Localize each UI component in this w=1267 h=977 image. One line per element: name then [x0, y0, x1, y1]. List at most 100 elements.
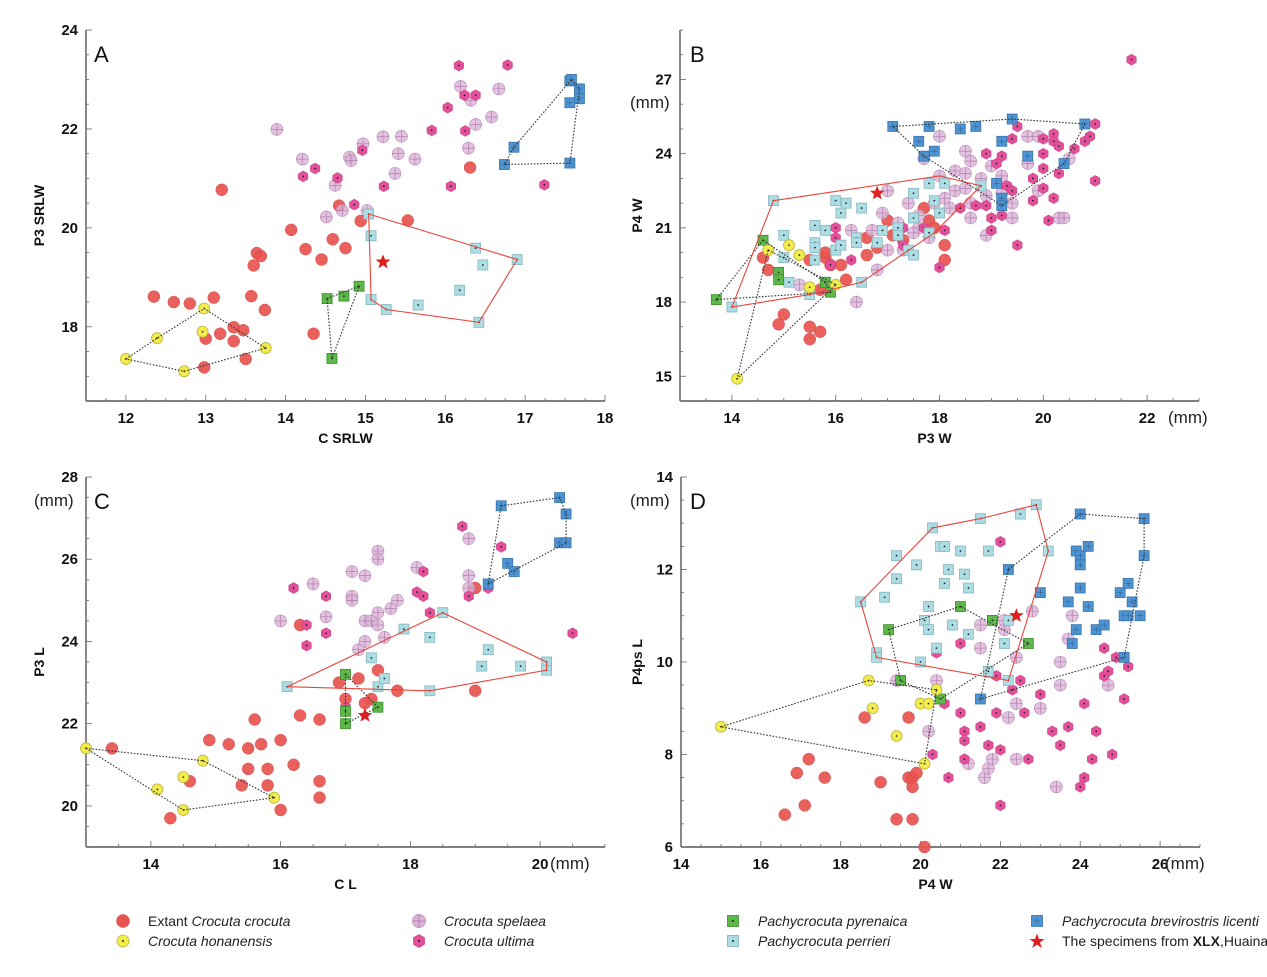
point-pyrenaica: [326, 353, 338, 364]
point-ultima: [830, 222, 841, 234]
point-ultima: [1035, 688, 1046, 701]
point-crocuta: [813, 325, 827, 338]
point-licenti: [1062, 596, 1074, 608]
hull-perrieri: [368, 213, 519, 323]
point-spelaea: [345, 565, 359, 578]
x-axis-title: C L: [334, 876, 357, 892]
point-ultima: [470, 89, 481, 102]
x-unit-label: (mm): [1165, 854, 1205, 873]
point-spelaea: [922, 725, 935, 738]
point-spelaea: [1049, 780, 1063, 794]
x-unit-label: (mm): [550, 854, 590, 873]
point-licenti: [1074, 550, 1086, 562]
point-ultima: [943, 771, 954, 784]
point-perrieri: [424, 631, 436, 643]
point-ultima: [1053, 140, 1064, 152]
panel-letter: A: [94, 42, 109, 67]
point-ultima: [1038, 182, 1049, 195]
hull-pyrenaica: [326, 285, 361, 359]
point-ultima: [1023, 753, 1034, 765]
point-spelaea: [371, 552, 385, 566]
panel-d: 14 16 18 20 22 24 26 6 8 10 12 14 P4 W P4ps L (mm) (mm)…: [629, 469, 1205, 892]
point-licenti: [954, 123, 966, 135]
point-crocuta: [463, 161, 477, 174]
point-licenti: [560, 508, 572, 520]
y-unit-label: (mm): [630, 491, 670, 510]
point-licenti: [996, 200, 1008, 212]
point-spelaea: [959, 181, 972, 195]
point-ultima: [991, 707, 1002, 719]
point-ultima: [1047, 725, 1058, 738]
y-tick-label: 10: [656, 654, 673, 671]
point-licenti: [913, 135, 925, 147]
hull-licenti: [891, 118, 1086, 207]
y-unit-label: (mm): [630, 93, 670, 112]
point-spelaea: [492, 82, 506, 96]
point-ultima: [1053, 167, 1064, 180]
y-tick-label: 15: [655, 368, 672, 385]
point-licenti: [1002, 564, 1014, 575]
point-xlx-top: [870, 185, 885, 200]
point-perrieri: [959, 568, 970, 580]
point-honanensis: [151, 783, 164, 796]
point-crocuta: [315, 253, 328, 266]
point-ultima: [1007, 185, 1018, 197]
panel-b: 14 16 18 20 22 15 18 21 24 27 P3 W P4 W (mm) (mm) B: [629, 29, 1208, 446]
point-licenti: [1022, 150, 1034, 162]
point-perrieri: [809, 254, 821, 266]
point-crocuta: [906, 780, 919, 794]
point-licenti: [1122, 610, 1134, 622]
point-spelaea: [964, 211, 977, 225]
point-perrieri: [819, 224, 831, 236]
y-axis-title: P3 L: [31, 647, 47, 677]
x-unit-label: (mm): [1168, 408, 1208, 427]
point-crocuta: [254, 738, 268, 751]
point-crocuta: [239, 352, 252, 366]
point-spelaea: [391, 594, 404, 607]
point-licenti: [1122, 577, 1134, 589]
point-honanensis: [922, 697, 935, 710]
legend-label: Crocuta honanensis: [148, 933, 273, 949]
hull-perrieri: [860, 504, 1049, 682]
point-ultima: [934, 261, 945, 274]
point-licenti: [566, 74, 577, 85]
y-tick-label: 22: [61, 716, 78, 733]
point-xlx-top: [357, 707, 373, 722]
point-licenti: [1074, 559, 1086, 571]
x-tick-label: 18: [931, 410, 948, 427]
plus-circle-icon: [412, 914, 426, 928]
point-spelaea: [850, 295, 863, 309]
x-tick-label: 26: [1152, 856, 1169, 873]
point-spelaea: [306, 577, 320, 591]
point-ultima: [288, 582, 299, 594]
point-crocuta: [803, 332, 816, 346]
point-perrieri: [955, 545, 966, 557]
point-crocuta: [772, 318, 785, 331]
y-unit-label: (mm): [34, 491, 74, 510]
point-licenti: [1066, 638, 1078, 649]
x-tick-label: 16: [272, 856, 289, 873]
point-ultima: [1119, 693, 1130, 705]
point-perrieri: [835, 239, 847, 251]
point-spelaea: [1053, 678, 1067, 692]
point-spelaea: [376, 130, 390, 144]
point-crocuta: [197, 361, 211, 374]
point-perrieri: [879, 591, 891, 603]
legend-label: Pachycrocuta brevirostris licenti: [1062, 913, 1259, 929]
point-pyrenaica: [353, 280, 365, 292]
legend-item-crocuta: Extant Crocuta crocuta: [112, 912, 290, 930]
x-tick-label: 16: [827, 410, 844, 427]
x-tick-label: 14: [724, 410, 741, 427]
point-perrieri: [1014, 508, 1026, 520]
point-honanensis: [196, 325, 209, 338]
point-crocuta: [910, 766, 923, 780]
point-crocuta: [819, 246, 832, 259]
point-ultima: [996, 209, 1007, 222]
point-pyrenaica: [955, 601, 966, 612]
point-perrieri: [892, 229, 904, 241]
point-perrieri: [476, 660, 488, 672]
point-ultima: [970, 199, 981, 212]
point-crocuta: [313, 713, 326, 726]
point-spelaea: [270, 123, 284, 136]
point-crocuta: [241, 762, 255, 776]
